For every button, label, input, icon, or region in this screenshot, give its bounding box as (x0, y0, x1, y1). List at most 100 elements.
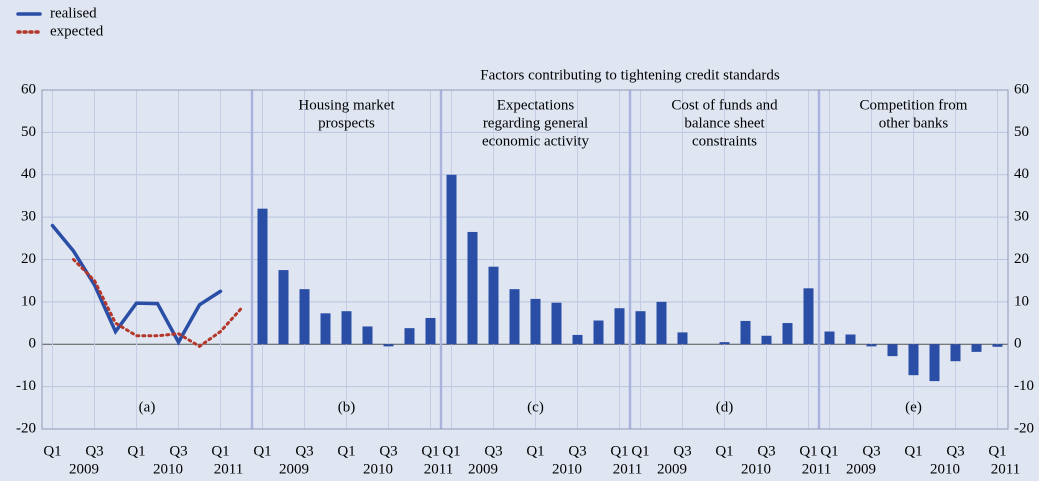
bar (572, 334, 583, 345)
x-tick-label: Q1 (211, 443, 229, 459)
bar (971, 344, 982, 352)
panel-label: (c) (527, 399, 544, 415)
bar (446, 174, 457, 345)
bar (383, 344, 394, 347)
x-tick-label: Q1 (442, 443, 460, 459)
bar (551, 302, 562, 345)
y-tick-label: 40 (21, 166, 36, 182)
plot-frame (41, 89, 1009, 430)
x-year-label: 2009 (846, 461, 876, 477)
panel-title: Cost of funds and (671, 97, 778, 113)
bar (278, 270, 289, 345)
y-tick-label: -20 (16, 420, 36, 436)
x-tick-label: Q3 (862, 443, 880, 459)
x-year-label: 2011 (991, 461, 1020, 477)
panel-label: (d) (716, 399, 734, 415)
x-tick-label: Q3 (946, 443, 964, 459)
bar (341, 311, 352, 345)
y-tick-label: 60 (21, 81, 36, 97)
bar (425, 317, 436, 345)
bar (677, 332, 688, 345)
line-series (72, 258, 243, 349)
bar (362, 326, 373, 345)
y2-tick-label: 40 (1014, 166, 1029, 182)
x-tick-label: Q3 (673, 443, 691, 459)
x-year-label: 2011 (613, 461, 642, 477)
panel-title: Competition from (860, 97, 968, 113)
y2-tick-label: -20 (1014, 420, 1034, 436)
x-tick-label: Q1 (904, 443, 922, 459)
bar (320, 313, 331, 345)
y-tick-label: 50 (21, 124, 36, 140)
x-tick-label: Q1 (526, 443, 544, 459)
x-tick-label: Q1 (715, 443, 733, 459)
bar (740, 320, 751, 345)
panel-label: (b) (338, 399, 356, 415)
bar (488, 266, 499, 345)
legend-label: realised (50, 5, 97, 21)
bar (782, 323, 793, 345)
x-tick-label: Q3 (757, 443, 775, 459)
x-tick-label: Q3 (169, 443, 187, 459)
bar (908, 344, 919, 376)
x-year-label: 2009 (468, 461, 498, 477)
y-tick-label: -10 (16, 378, 36, 394)
x-year-label: 2009 (279, 461, 309, 477)
bar (257, 208, 268, 345)
bar (404, 328, 415, 345)
bar (866, 344, 877, 347)
y2-tick-label: 0 (1014, 336, 1022, 352)
x-tick-label: Q3 (295, 443, 313, 459)
bar (719, 342, 730, 345)
y2-tick-label: 50 (1014, 124, 1029, 140)
panel-title: prospects (318, 115, 375, 131)
panel-title: Expectations (497, 97, 575, 113)
chart-title: Factors contributing to tightening credi… (480, 67, 780, 83)
x-tick-label: Q1 (127, 443, 145, 459)
panel-title: regarding general (483, 115, 588, 131)
x-tick-label: Q1 (337, 443, 355, 459)
x-tick-label: Q3 (85, 443, 103, 459)
bar (656, 301, 667, 345)
x-tick-label: Q1 (421, 443, 439, 459)
bar (929, 344, 940, 382)
panel-title: balance sheet (684, 115, 765, 131)
panel-title: economic activity (482, 133, 590, 149)
bar (887, 344, 898, 357)
panel-title: other banks (879, 115, 949, 131)
legend-label: expected (50, 23, 104, 39)
y2-tick-label: 20 (1014, 251, 1029, 267)
panel-title: Housing market (298, 97, 395, 113)
bar (614, 308, 625, 345)
bar (593, 320, 604, 345)
x-year-label: 2011 (424, 461, 453, 477)
bar (509, 289, 520, 345)
x-year-label: 2010 (153, 461, 183, 477)
panel-label: (e) (905, 399, 922, 415)
x-year-label: 2010 (552, 461, 582, 477)
bar (761, 335, 772, 345)
x-tick-label: Q3 (484, 443, 502, 459)
x-tick-label: Q1 (253, 443, 271, 459)
y-tick-label: 10 (21, 293, 36, 309)
bar (299, 289, 310, 345)
y2-tick-label: -10 (1014, 378, 1034, 394)
x-tick-label: Q1 (799, 443, 817, 459)
bar (845, 334, 856, 345)
x-tick-label: Q1 (631, 443, 649, 459)
x-year-label: 2010 (930, 461, 960, 477)
x-year-label: 2010 (741, 461, 771, 477)
y-tick-label: 20 (21, 251, 36, 267)
y-tick-label: 0 (29, 336, 37, 352)
x-tick-label: Q1 (988, 443, 1006, 459)
bar (803, 288, 814, 345)
x-year-label: 2011 (214, 461, 243, 477)
line-series (50, 223, 223, 346)
bar (992, 344, 1003, 347)
x-tick-label: Q1 (820, 443, 838, 459)
x-tick-label: Q1 (610, 443, 628, 459)
x-year-label: 2010 (363, 461, 393, 477)
bar (824, 331, 835, 345)
